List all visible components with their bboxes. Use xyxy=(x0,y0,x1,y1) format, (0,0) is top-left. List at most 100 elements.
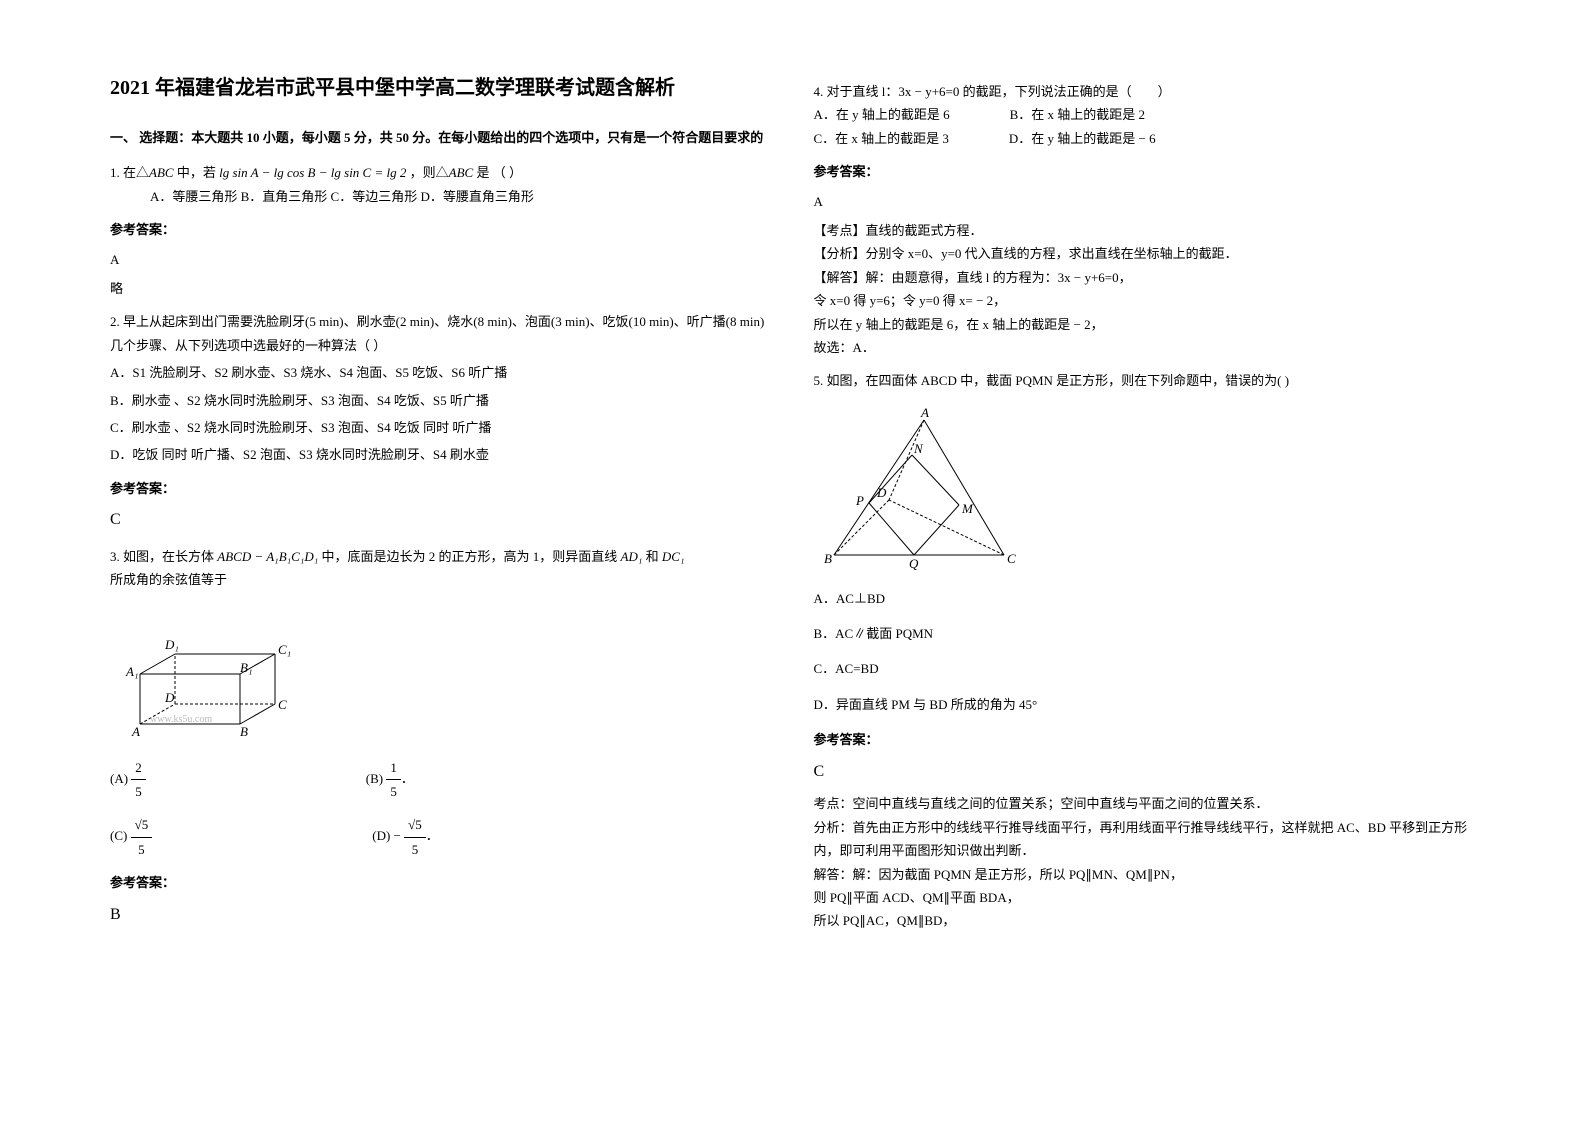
q3-optD: (D) − √5 5 ． xyxy=(372,813,439,861)
q4-optA: A．在 y 轴上的截距是 6 xyxy=(814,103,950,126)
q3-optA-num: 2 xyxy=(131,756,146,780)
q4-exp4: 令 x=0 得 y=6；令 y=0 得 x= − 2， xyxy=(814,289,1478,312)
q1-options: A．等腰三角形 B．直角三角形 C．等边三角形 D．等腰直角三角形 xyxy=(110,185,774,208)
q3-p1: 3. 如图，在长方体 xyxy=(110,549,214,564)
q5-exp5: 所以 PQ∥AC，QM∥BD， xyxy=(814,909,1478,932)
q3-optA-frac: 2 5 xyxy=(131,756,146,804)
q3-optC-den: 5 xyxy=(131,838,153,861)
q3-p2: 中，底面是边长为 2 的正方形，高为 1，则异面直线 xyxy=(322,549,618,564)
q4-answer: A xyxy=(814,190,1478,213)
label-A: A xyxy=(131,724,140,739)
left-column: 2021 年福建省龙岩市武平县中堡中学高二数学理联考试题含解析 一、 选择题：本… xyxy=(90,70,794,1052)
q5-answer: C xyxy=(814,758,1478,787)
q3-optD-den: 5 xyxy=(404,838,426,861)
q4-exp6: 故选：A． xyxy=(814,336,1478,359)
question-3: 3. 如图，在长方体 ABCD − A₁B₁C₁D₁ 中，底面是边长为 2 的正… xyxy=(110,545,774,592)
label-D: D xyxy=(164,690,175,705)
q4-exp2: 【分析】分别令 x=0、y=0 代入直线的方程，求出直线在坐标轴上的截距． xyxy=(814,242,1478,265)
q3-optD-frac: √5 5 xyxy=(404,813,426,861)
q5-stem: 5. 如图，在四面体 ABCD 中，截面 PQMN 是正方形，则在下列命题中，错… xyxy=(814,369,1478,392)
q3-options-row1: (A) 2 5 (B) 1 5 ． xyxy=(110,756,774,804)
label-C1: C₁ xyxy=(278,642,291,657)
q4-exp5: 所以在 y 轴上的截距是 6，在 x 轴上的截距是 − 2， xyxy=(814,313,1478,336)
label-Q5: Q xyxy=(909,556,919,571)
q3-figure: A B C D A₁ B₁ C₁ D₁ www.ks5u.com xyxy=(110,604,774,744)
q1-stem-prefix: 1. 在△ xyxy=(110,165,149,180)
q3-p4: 所成角的余弦值等于 xyxy=(110,568,774,591)
q3-optC: (C) √5 5 xyxy=(110,813,152,861)
q1-formula: lg sin A − lg cos B − lg sin C = lg 2 xyxy=(219,165,406,180)
label-B: B xyxy=(240,724,248,739)
q4-optB: B．在 x 轴上的截距是 2 xyxy=(1010,103,1145,126)
q3-optA-den: 5 xyxy=(131,780,146,803)
q5-figure: A B C D P Q M N xyxy=(814,405,1478,575)
q2-stem: 2. 早上从起床到出门需要洗脸刷牙(5 min)、刷水壶(2 min)、烧水(8… xyxy=(110,310,774,357)
q3-p3: 和 xyxy=(646,549,659,564)
q3-optD-prefix: − xyxy=(394,828,401,843)
q2-optA: A．S1 洗脸刷牙、S2 刷水壶、S3 烧水、S4 泡面、S5 吃饭、S6 听广… xyxy=(110,361,774,384)
q1-mid2: ，则△ xyxy=(410,165,449,180)
q1-abc2: ABC xyxy=(449,165,474,180)
cuboid-svg: A B C D A₁ B₁ C₁ D₁ www.ks5u.com xyxy=(110,604,310,744)
question-4: 4. 对于直线 l：3x − y+6=0 的截距，下列说法正确的是（ ） A．在… xyxy=(814,80,1478,150)
watermark: www.ks5u.com xyxy=(150,714,212,725)
q1-suffix: 是 （ ） xyxy=(476,165,522,180)
q3-optC-label: (C) xyxy=(110,828,127,843)
q5-answer-label: 参考答案： xyxy=(814,728,1478,751)
label-P5: P xyxy=(855,493,864,508)
q3-f1: ABCD − A₁B₁C₁D₁ xyxy=(217,549,318,564)
q5-optA: A．AC⊥BD xyxy=(814,587,1478,610)
q3-optB-frac: 1 5 xyxy=(386,756,401,804)
q4-optC: C．在 x 轴上的截距是 3 xyxy=(814,127,949,150)
q2-answer: C xyxy=(110,506,774,535)
q4-exp3: 【解答】解：由题意得，直线 l 的方程为：3x − y+6=0， xyxy=(814,266,1478,289)
q5-optC: C．AC=BD xyxy=(814,657,1478,680)
q1-note: 略 xyxy=(110,277,774,300)
label-M5: M xyxy=(961,501,974,516)
q3-optD-num: √5 xyxy=(404,813,426,837)
q3-options-row2: (C) √5 5 (D) − √5 5 ． xyxy=(110,813,774,861)
q3-optC-num: √5 xyxy=(131,813,153,837)
label-C5: C xyxy=(1007,551,1016,566)
label-B1: B₁ xyxy=(240,660,252,675)
q3-answer: B xyxy=(110,901,774,930)
section-1-heading: 一、 选择题：本大题共 10 小题，每小题 5 分，共 50 分。在每小题给出的… xyxy=(110,126,774,149)
document-title: 2021 年福建省龙岩市武平县中堡中学高二数学理联考试题含解析 xyxy=(110,70,774,106)
question-1: 1. 在△ABC 中，若 lg sin A − lg cos B − lg si… xyxy=(110,161,774,208)
tetrahedron-svg: A B C D P Q M N xyxy=(814,405,1034,575)
label-D5: D xyxy=(876,485,887,500)
q3-optB: (B) 1 5 ． xyxy=(366,756,414,804)
q3-optB-num: 1 xyxy=(386,756,401,780)
q3-f2: AD₁ xyxy=(621,549,643,564)
label-A5: A xyxy=(920,405,929,420)
q4-stem: 4. 对于直线 l：3x − y+6=0 的截距，下列说法正确的是（ ） xyxy=(814,80,1478,103)
q3-optA-label: (A) xyxy=(110,771,128,786)
q5-exp4: 则 PQ∥平面 ACD、QM∥平面 BDA， xyxy=(814,886,1478,909)
q3-optC-frac: √5 5 xyxy=(131,813,153,861)
q3-optB-label: (B) xyxy=(366,771,383,786)
q2-optB: B．刷水壶 、S2 烧水同时洗脸刷牙、S3 泡面、S4 吃饭、S5 听广播 xyxy=(110,389,774,412)
q4-exp1: 【考点】直线的截距式方程． xyxy=(814,219,1478,242)
q4-answer-label: 参考答案： xyxy=(814,160,1478,183)
question-5: 5. 如图，在四面体 ABCD 中，截面 PQMN 是正方形，则在下列命题中，错… xyxy=(814,369,1478,392)
question-2: 2. 早上从起床到出门需要洗脸刷牙(5 min)、刷水壶(2 min)、烧水(8… xyxy=(110,310,774,466)
q5-exp1: 考点：空间中直线与直线之间的位置关系；空间中直线与平面之间的位置关系． xyxy=(814,792,1478,815)
q1-mid1: 中，若 xyxy=(177,165,216,180)
q1-answer: A xyxy=(110,248,774,271)
q3-optA: (A) 2 5 xyxy=(110,756,146,804)
q1-abc: ABC xyxy=(149,165,174,180)
q5-exp3: 解答：解：因为截面 PQMN 是正方形，所以 PQ∥MN、QM∥PN， xyxy=(814,863,1478,886)
q1-answer-label: 参考答案： xyxy=(110,218,774,241)
q3-optB-den: 5 xyxy=(386,780,401,803)
q5-exp2: 分析：首先由正方形中的线线平行推导线面平行，再利用线面平行推导线线平行，这样就把… xyxy=(814,816,1478,863)
q5-optB: B．AC∥截面 PQMN xyxy=(814,622,1478,645)
q2-answer-label: 参考答案： xyxy=(110,477,774,500)
label-B5: B xyxy=(824,551,832,566)
label-N5: N xyxy=(913,441,924,456)
q3-f3: DC₁ xyxy=(662,549,685,564)
label-A1: A₁ xyxy=(125,664,138,679)
label-C: C xyxy=(278,697,287,712)
q4-optD: D．在 y 轴上的截距是 − 6 xyxy=(1009,127,1156,150)
q3-answer-label: 参考答案： xyxy=(110,871,774,894)
q3-optD-label: (D) xyxy=(372,828,390,843)
